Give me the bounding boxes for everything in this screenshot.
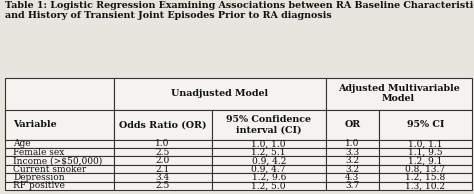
Bar	[379, 165, 472, 173]
Bar	[5, 173, 113, 182]
Bar	[326, 157, 379, 165]
Text: 1.2, 5.0: 1.2, 5.0	[251, 181, 286, 191]
Text: 4.3: 4.3	[345, 173, 359, 182]
Text: 2.5: 2.5	[155, 181, 170, 191]
Text: 3.4: 3.4	[155, 173, 170, 182]
Text: 0.8, 13.7: 0.8, 13.7	[405, 165, 445, 174]
Text: 95% Confidence
interval (CI): 95% Confidence interval (CI)	[226, 115, 311, 134]
Bar	[326, 148, 379, 157]
Text: 1.2, 9.1: 1.2, 9.1	[408, 156, 442, 165]
Text: 1.2, 15.8: 1.2, 15.8	[405, 173, 446, 182]
Bar	[379, 182, 472, 190]
Bar	[379, 110, 472, 140]
Text: 1.1, 9.5: 1.1, 9.5	[408, 148, 443, 157]
Bar	[212, 182, 326, 190]
Text: 2.5: 2.5	[155, 148, 170, 157]
Text: 1.0, 1.0: 1.0, 1.0	[251, 139, 286, 148]
Bar	[5, 165, 113, 173]
Text: 1.2, 9.6: 1.2, 9.6	[252, 173, 286, 182]
Bar	[113, 148, 212, 157]
Text: 1.3, 10.2: 1.3, 10.2	[405, 181, 445, 191]
Text: Income (>$50,000): Income (>$50,000)	[13, 156, 102, 165]
Bar	[5, 148, 113, 157]
Bar	[326, 110, 379, 140]
Text: Depression: Depression	[13, 173, 65, 182]
Bar	[5, 110, 113, 140]
Text: 3.3: 3.3	[345, 148, 359, 157]
Bar	[326, 78, 472, 110]
Bar	[379, 148, 472, 157]
Bar	[113, 110, 212, 140]
Bar	[113, 173, 212, 182]
Text: 3.2: 3.2	[345, 156, 359, 165]
Bar	[326, 165, 379, 173]
Text: Variable: Variable	[13, 120, 57, 129]
Text: 1.2, 5.1: 1.2, 5.1	[251, 148, 286, 157]
Text: OR: OR	[344, 120, 360, 129]
Text: 3.2: 3.2	[345, 165, 359, 174]
Text: 0.9, 4.2: 0.9, 4.2	[252, 156, 286, 165]
Text: Unadjusted Model: Unadjusted Model	[171, 89, 268, 98]
Text: Table 1: Logistic Regression Examining Associations between RA Baseline Characte: Table 1: Logistic Regression Examining A…	[5, 1, 474, 20]
Bar	[379, 173, 472, 182]
Bar	[326, 140, 379, 148]
Text: 0.9, 4.7: 0.9, 4.7	[251, 165, 286, 174]
Bar	[113, 140, 212, 148]
Bar	[5, 157, 113, 165]
Bar	[5, 78, 113, 140]
Text: Odds Ratio (OR): Odds Ratio (OR)	[119, 120, 206, 129]
Bar	[326, 182, 379, 190]
Text: Female sex: Female sex	[13, 148, 64, 157]
Bar	[212, 110, 326, 140]
Text: 1.0: 1.0	[345, 139, 359, 148]
Text: Age: Age	[13, 139, 31, 148]
Text: 2.1: 2.1	[155, 165, 170, 174]
Text: 95% CI: 95% CI	[407, 120, 444, 129]
Bar	[212, 148, 326, 157]
Bar	[212, 165, 326, 173]
Bar	[5, 140, 113, 148]
Bar	[113, 182, 212, 190]
Bar	[113, 78, 326, 110]
Bar	[113, 157, 212, 165]
Text: Adjusted Multivariable
Model: Adjusted Multivariable Model	[338, 84, 460, 103]
Text: 2.0: 2.0	[155, 156, 170, 165]
Bar	[212, 140, 326, 148]
Bar	[5, 182, 113, 190]
Bar	[212, 173, 326, 182]
Text: 3.7: 3.7	[345, 181, 359, 191]
Text: RF positive: RF positive	[13, 181, 65, 191]
Bar	[326, 173, 379, 182]
Text: 1.0: 1.0	[155, 139, 170, 148]
Text: 1.0, 1.1: 1.0, 1.1	[408, 139, 442, 148]
Bar	[379, 140, 472, 148]
Bar	[379, 157, 472, 165]
Text: Current smoker: Current smoker	[13, 165, 87, 174]
Bar	[113, 165, 212, 173]
Bar	[212, 157, 326, 165]
